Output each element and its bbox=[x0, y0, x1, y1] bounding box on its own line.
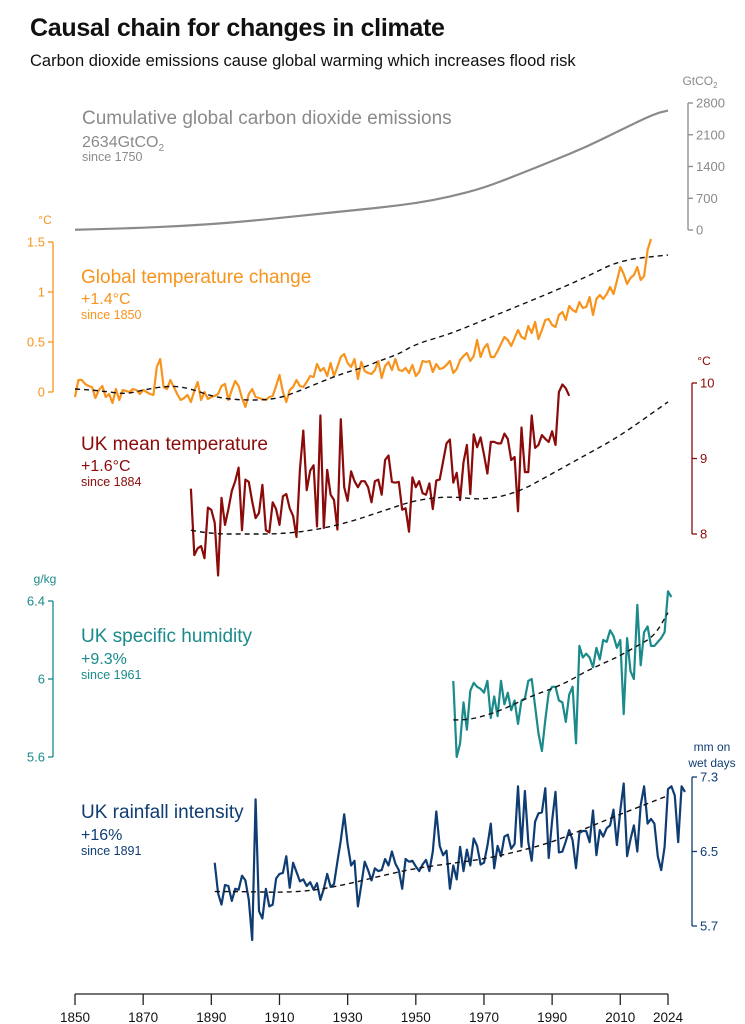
y-unit-label: GtCO2 bbox=[682, 74, 718, 90]
chart-marks: 0 700 1400 2100 2800 GtCO2 0 0.5 1 1.5 °C 8 9 10 °C 5.6… bbox=[27, 74, 736, 1024]
trend-line-global-temp bbox=[74, 254, 669, 401]
x-tick-label: 1990 bbox=[537, 1010, 567, 1024]
x-tick-label: 2010 bbox=[605, 1010, 635, 1024]
chart-title: Causal chain for changes in climate bbox=[30, 14, 445, 42]
x-tick-label: 1930 bbox=[333, 1010, 363, 1024]
panel-since: since 1750 bbox=[82, 150, 143, 164]
y-unit-label: mm on bbox=[694, 740, 731, 754]
y-tick-label: 7.3 bbox=[700, 770, 718, 785]
panel-value: +1.4°C bbox=[81, 291, 131, 308]
y-tick-label: 5.7 bbox=[700, 919, 718, 934]
panel-since: since 1891 bbox=[81, 844, 142, 858]
y-unit-label: °C bbox=[38, 213, 52, 227]
panel-since: since 1850 bbox=[81, 308, 142, 322]
y-tick-label: 6.5 bbox=[700, 844, 718, 859]
panel-value-main: 2634GtCO bbox=[82, 134, 158, 151]
y-unit-subscript: 2 bbox=[713, 81, 718, 90]
panel-label-uk-humidity: UK specific humidity +9.3% since 1961 bbox=[81, 626, 253, 682]
panel-label-global-temp: Global temperature change +1.4°C since 1… bbox=[81, 267, 311, 322]
panel-title: Global temperature change bbox=[81, 267, 311, 288]
panel-value: +1.6°C bbox=[81, 458, 131, 475]
panel-value: +16% bbox=[81, 827, 122, 844]
y-tick-label: 6 bbox=[38, 672, 45, 687]
x-tick-label: 1910 bbox=[264, 1010, 294, 1024]
y-tick-label: 1.5 bbox=[27, 235, 45, 250]
series-line-co2 bbox=[74, 109, 669, 231]
panel-title: UK rainfall intensity bbox=[81, 802, 244, 823]
series-line-uk-temp bbox=[189, 383, 571, 577]
y-tick-label: 2800 bbox=[696, 96, 725, 111]
panel-since: since 1961 bbox=[81, 668, 142, 682]
y-tick-label: 0 bbox=[38, 385, 45, 400]
panel-label-uk-rainfall: UK rainfall intensity +16% since 1891 bbox=[81, 802, 244, 858]
panel-label-uk-temp: UK mean temperature +1.6°C since 1884 bbox=[81, 434, 268, 489]
x-tick-label: 2024 bbox=[653, 1010, 684, 1024]
x-tick-label: 1970 bbox=[469, 1010, 499, 1024]
panel-value-sub: 2 bbox=[158, 143, 164, 154]
y-unit-label: g/kg bbox=[34, 572, 57, 586]
x-tick-label: 1890 bbox=[196, 1010, 226, 1024]
y-tick-label: 0.5 bbox=[27, 335, 45, 350]
trend-line-uk-humidity bbox=[453, 612, 669, 721]
x-tick-label: 1950 bbox=[401, 1010, 431, 1024]
y-tick-label: 10 bbox=[700, 376, 714, 391]
x-tick-label: 1850 bbox=[60, 1010, 90, 1024]
series-line-global-temp bbox=[73, 238, 653, 409]
y-tick-label: 0 bbox=[696, 223, 703, 238]
panel-title: Cumulative global carbon dioxide emissio… bbox=[82, 108, 452, 129]
y-tick-label: 1400 bbox=[696, 159, 725, 174]
y-unit-label: wet days bbox=[687, 756, 735, 770]
series-line-uk-humidity bbox=[452, 590, 673, 759]
trend-line-uk-rainfall bbox=[214, 794, 669, 893]
y-tick-label: 9 bbox=[700, 451, 707, 466]
y-tick-label: 6.4 bbox=[27, 594, 45, 609]
y-tick-label: 5.6 bbox=[27, 750, 45, 765]
panel-value: 2634GtCO2 bbox=[82, 134, 164, 154]
panel-value: +9.3% bbox=[81, 651, 127, 668]
series-line-uk-rainfall bbox=[213, 782, 686, 942]
chart-subtitle: Carbon dioxide emissions cause global wa… bbox=[30, 52, 576, 70]
x-tick-label: 1870 bbox=[128, 1010, 158, 1024]
y-tick-label: 700 bbox=[696, 191, 718, 206]
y-unit-label: °C bbox=[697, 354, 711, 368]
y-tick-label: 8 bbox=[700, 527, 707, 542]
panel-since: since 1884 bbox=[81, 475, 142, 489]
panel-title: UK mean temperature bbox=[81, 434, 268, 455]
trend-line-uk-temp bbox=[190, 401, 669, 535]
panel-label-co2: Cumulative global carbon dioxide emissio… bbox=[82, 108, 452, 164]
y-tick-label: 1 bbox=[38, 285, 45, 300]
y-tick-label: 2100 bbox=[696, 127, 725, 142]
panel-title: UK specific humidity bbox=[81, 626, 253, 647]
